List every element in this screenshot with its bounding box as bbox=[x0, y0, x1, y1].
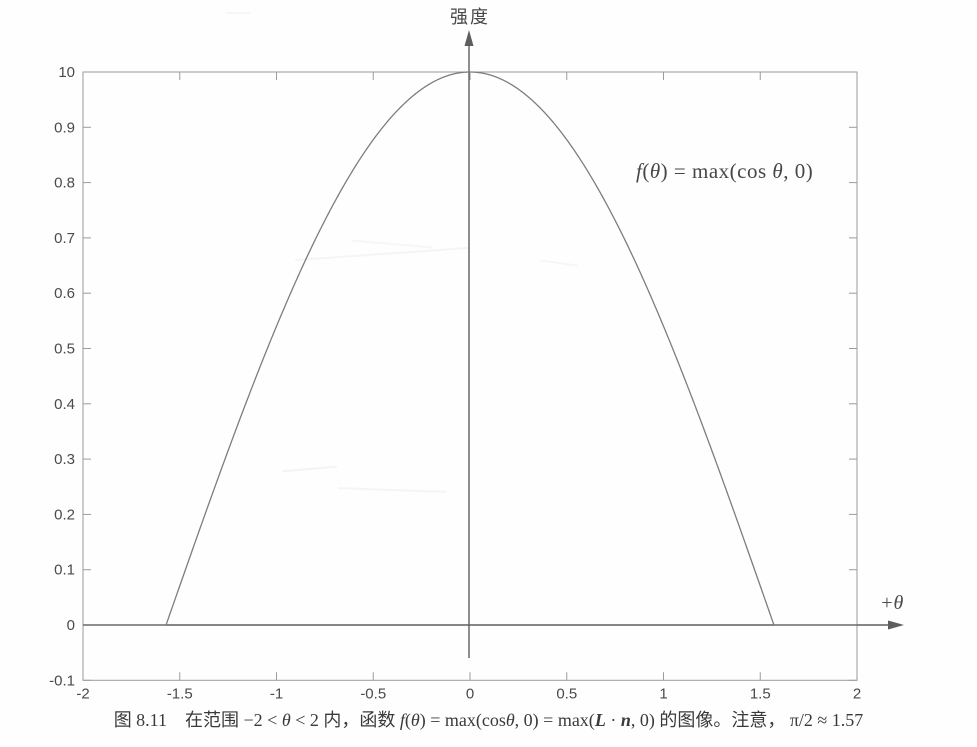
y-tick-label: 0.8 bbox=[54, 175, 75, 192]
chart-canvas: -2 -1.5 -1 -0.5 0 0.5 1 1.5 2 10 0.9 0.8 0.7 0.6 0.5 0.… bbox=[49, 30, 904, 702]
text-segment: L bbox=[594, 710, 606, 730]
y-tick-label: 0 bbox=[67, 617, 75, 634]
x-tick-label: 0.5 bbox=[556, 685, 577, 702]
x-tick-label: -1 bbox=[270, 685, 283, 702]
x-tick-label: 1 bbox=[659, 685, 667, 702]
y-tick-label: 0.2 bbox=[54, 506, 75, 523]
text-segment: ) = max(cos bbox=[419, 710, 506, 730]
figure-caption: 图 8.11 在范围 −2 < θ < 2 内，函数 f(θ) = max(co… bbox=[0, 706, 977, 732]
x-axis-title-theta: +θ bbox=[880, 592, 904, 614]
x-tick-label: 0 bbox=[466, 685, 474, 702]
y-tick-label: 0.5 bbox=[54, 341, 75, 358]
x-axis-arrow bbox=[888, 620, 904, 630]
y-tick-label: 10 bbox=[58, 64, 75, 81]
text-segment: f bbox=[636, 159, 643, 183]
y-tick-label: 0.9 bbox=[54, 119, 75, 136]
function-annotation: f(θ) = max(cos θ, 0) bbox=[636, 159, 813, 184]
text-segment: 图 8.11 在范围 bbox=[113, 710, 244, 730]
y-tick-label: 0.4 bbox=[54, 396, 75, 413]
text-segment: θ bbox=[505, 710, 515, 730]
text-segment: , 0) bbox=[783, 159, 814, 183]
text-segment: f bbox=[399, 710, 405, 730]
text-segment: n bbox=[620, 710, 631, 730]
y-axis-title: 强度 bbox=[450, 7, 490, 27]
x-tick-label: 1.5 bbox=[750, 685, 771, 702]
text-segment: · bbox=[605, 710, 621, 730]
text-segment: ) = max(cos bbox=[660, 159, 773, 183]
text-segment: −2 < bbox=[243, 710, 282, 730]
text-segment: ( bbox=[642, 159, 650, 183]
text-segment: , 0) 的图像。注意， π/2 ≈ 1.57 bbox=[630, 710, 864, 730]
y-tick-label: 0.7 bbox=[54, 230, 75, 247]
x-tick-label: -0.5 bbox=[360, 685, 386, 702]
text-segment: θ bbox=[649, 159, 661, 183]
y-tick-label: 0.6 bbox=[54, 285, 75, 302]
y-axis-arrow bbox=[464, 30, 474, 46]
text-segment: < 2 内，函数 bbox=[290, 710, 400, 730]
x-tick-label: 2 bbox=[853, 685, 861, 702]
y-tick-label: 0.1 bbox=[54, 562, 75, 579]
x-tick-label: -1.5 bbox=[167, 685, 193, 702]
x-tick-label: -2 bbox=[76, 685, 89, 702]
text-segment: θ bbox=[281, 710, 291, 730]
text-segment: ( bbox=[404, 710, 411, 730]
curve-max-cos-theta bbox=[83, 71, 857, 626]
y-tick-label: -0.1 bbox=[49, 672, 75, 689]
text-segment: θ bbox=[772, 159, 784, 183]
y-tick-label: 0.3 bbox=[54, 451, 75, 468]
text-segment: θ bbox=[410, 710, 420, 730]
text-segment: , 0) = max( bbox=[514, 710, 595, 730]
